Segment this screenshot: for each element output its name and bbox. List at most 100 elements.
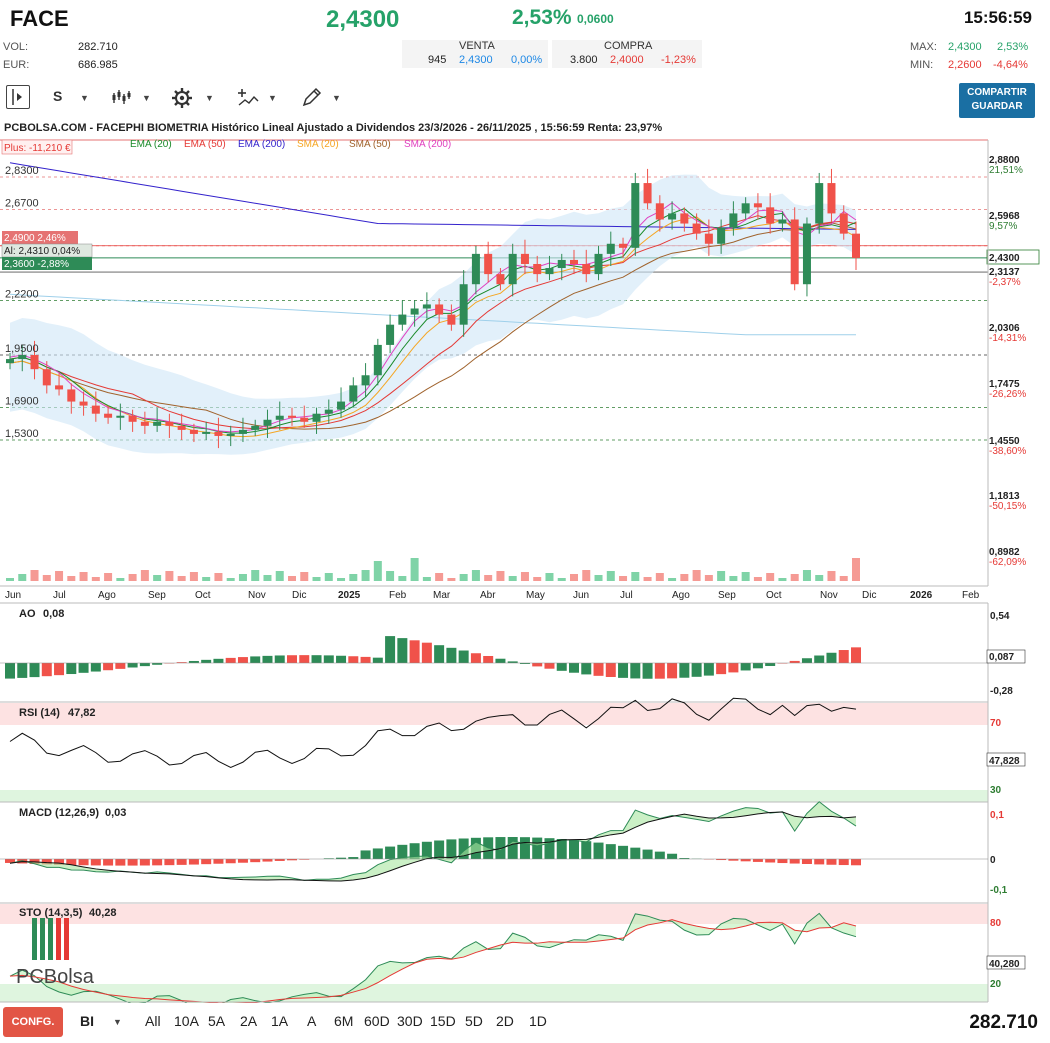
pencil-icon	[302, 87, 322, 107]
chart-type-button[interactable]	[110, 87, 132, 112]
panel-toggle-button[interactable]	[6, 85, 30, 109]
volume-bar	[631, 572, 640, 581]
macd-tick-zero: 0	[990, 855, 996, 866]
ao-bar	[446, 647, 457, 663]
candle-body	[680, 213, 689, 224]
candle-body	[447, 314, 456, 325]
macd-bar	[299, 859, 310, 860]
macd-bar	[188, 859, 199, 865]
settings-button[interactable]	[170, 86, 194, 115]
volume-bar	[104, 573, 113, 581]
macd-bar	[434, 840, 445, 859]
ao-bar	[299, 655, 310, 663]
period-1d-button[interactable]: 1D	[529, 1013, 547, 1029]
right-axis-label: 1,7475	[989, 379, 1020, 390]
chevron-down-icon[interactable]: ▼	[268, 93, 277, 103]
candle-body	[238, 429, 247, 434]
chart-area[interactable]: PCBOLSA.COM - FACEPHI BIOMETRIA Históric…	[0, 118, 1050, 1003]
ao-bar	[470, 653, 481, 663]
rsi-overbought-zone	[0, 703, 988, 725]
candle-body	[165, 421, 174, 426]
volume-bar	[140, 570, 149, 581]
ao-bar	[851, 647, 861, 663]
interval-button[interactable]: BI	[80, 1013, 94, 1029]
chevron-down-icon[interactable]: ▼	[113, 1017, 122, 1027]
volume-bar	[214, 573, 223, 581]
macd-bar	[213, 859, 224, 864]
ao-bar	[17, 663, 28, 678]
macd-bar	[152, 859, 163, 866]
period-1a-button[interactable]: 1A	[271, 1013, 289, 1029]
month-label: Abr	[480, 590, 496, 601]
ao-bar	[838, 650, 849, 663]
sto-oversold-zone	[0, 984, 988, 1002]
period-2d-button[interactable]: 2D	[496, 1013, 514, 1029]
sidebar-toggle-icon	[12, 89, 22, 105]
chevron-down-icon[interactable]: ▼	[80, 93, 89, 103]
macd-bar	[274, 859, 285, 861]
ao-bar	[752, 663, 763, 669]
macd-bar	[519, 837, 530, 859]
period-30d-button[interactable]: 30D	[397, 1013, 423, 1029]
candle-body	[631, 183, 640, 248]
ao-bar	[581, 663, 592, 675]
volume-bar	[802, 570, 811, 581]
drawing-tools-button[interactable]	[300, 87, 324, 114]
volume-bar	[619, 576, 628, 581]
chevron-down-icon[interactable]: ▼	[205, 93, 214, 103]
chevron-down-icon[interactable]: ▼	[332, 93, 341, 103]
ao-bar	[397, 638, 408, 663]
candle-body	[386, 324, 395, 345]
volume-bar	[128, 574, 137, 581]
right-axis-label: -26,26%	[989, 389, 1026, 400]
volume-bar	[251, 570, 260, 581]
period-10a-button[interactable]: 10A	[174, 1013, 199, 1029]
period-a-button[interactable]: A	[307, 1013, 317, 1029]
right-axis-label: 2,8800	[989, 155, 1020, 166]
ao-bar	[593, 663, 604, 676]
right-axis-label: -62,09%	[989, 557, 1026, 568]
macd-bar	[593, 842, 604, 859]
period-all-button[interactable]: All	[145, 1013, 161, 1029]
candle-body	[827, 183, 836, 214]
period-5a-button[interactable]: 5A	[208, 1013, 226, 1029]
eur-value: 686.985	[78, 59, 118, 71]
volume-bar	[337, 578, 346, 581]
config-button[interactable]: CONFG.	[3, 1007, 63, 1037]
candle-body	[717, 227, 726, 244]
macd-bar	[544, 838, 555, 859]
month-label: Dic	[292, 590, 306, 601]
ao-bar	[483, 655, 494, 663]
month-label: Jul	[620, 590, 633, 601]
share-save-button[interactable]: COMPARTIR GUARDAR	[959, 83, 1035, 118]
macd-bar	[728, 859, 739, 861]
macd-bar	[164, 859, 175, 866]
period-6m-button[interactable]: 6M	[334, 1013, 354, 1029]
macd-signal-line	[9, 811, 857, 882]
indicators-button[interactable]	[236, 87, 260, 114]
macd-bar	[5, 859, 15, 863]
right-axis-label: 0,8982	[989, 547, 1020, 558]
candle-body	[459, 284, 468, 325]
month-label: Sep	[718, 590, 736, 601]
ao-bar	[544, 663, 555, 669]
chevron-down-icon[interactable]: ▼	[142, 93, 151, 103]
ao-bar	[703, 663, 714, 676]
month-label: Sep	[148, 590, 166, 601]
volume-bar	[827, 571, 836, 581]
macd-bar	[569, 840, 579, 859]
macd-bar	[90, 859, 101, 866]
period-2a-button[interactable]: 2A	[240, 1013, 258, 1029]
ao-bar	[495, 658, 506, 663]
period-60d-button[interactable]: 60D	[364, 1013, 390, 1029]
ao-bar	[176, 662, 187, 663]
candle-body	[753, 203, 762, 208]
symbol-mode-button[interactable]: S	[53, 88, 63, 104]
period-15d-button[interactable]: 15D	[430, 1013, 456, 1029]
month-label: Jun	[573, 590, 589, 601]
candle-body	[361, 375, 370, 386]
period-5d-button[interactable]: 5D	[465, 1013, 483, 1029]
candle-body	[741, 203, 750, 214]
candle-body	[288, 415, 296, 418]
macd-bar	[826, 859, 837, 865]
